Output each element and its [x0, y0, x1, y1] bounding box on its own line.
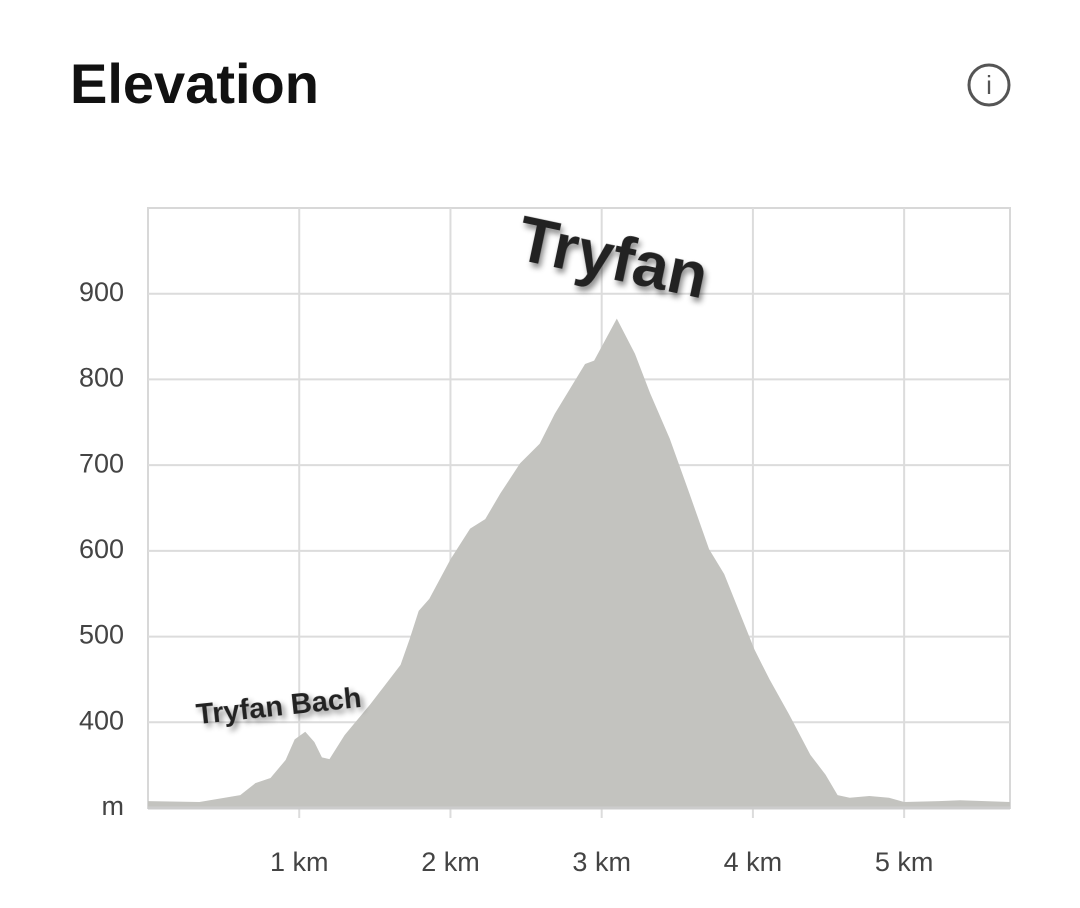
y-tick-label: m [102, 791, 125, 821]
peak-label: Tryfan Bach [195, 682, 363, 731]
y-tick-label: 600 [79, 534, 124, 564]
elevation-area [148, 318, 1010, 808]
info-button[interactable] [967, 63, 1011, 107]
x-tick-label: 1 km [270, 847, 329, 877]
y-tick-label: 400 [79, 705, 124, 735]
x-tick-label: 2 km [421, 847, 480, 877]
y-tick-label: 500 [79, 620, 124, 650]
x-tick-label: 4 km [724, 847, 783, 877]
y-tick-label: 700 [79, 448, 124, 478]
y-tick-label: 900 [79, 277, 124, 307]
x-tick-label: 5 km [875, 847, 934, 877]
x-tick-label: 3 km [572, 847, 631, 877]
y-tick-label: 800 [79, 363, 124, 393]
peak-label: Tryfan [512, 202, 715, 312]
chart-title: Elevation [70, 52, 319, 115]
info-icon[interactable]: i [986, 70, 992, 100]
